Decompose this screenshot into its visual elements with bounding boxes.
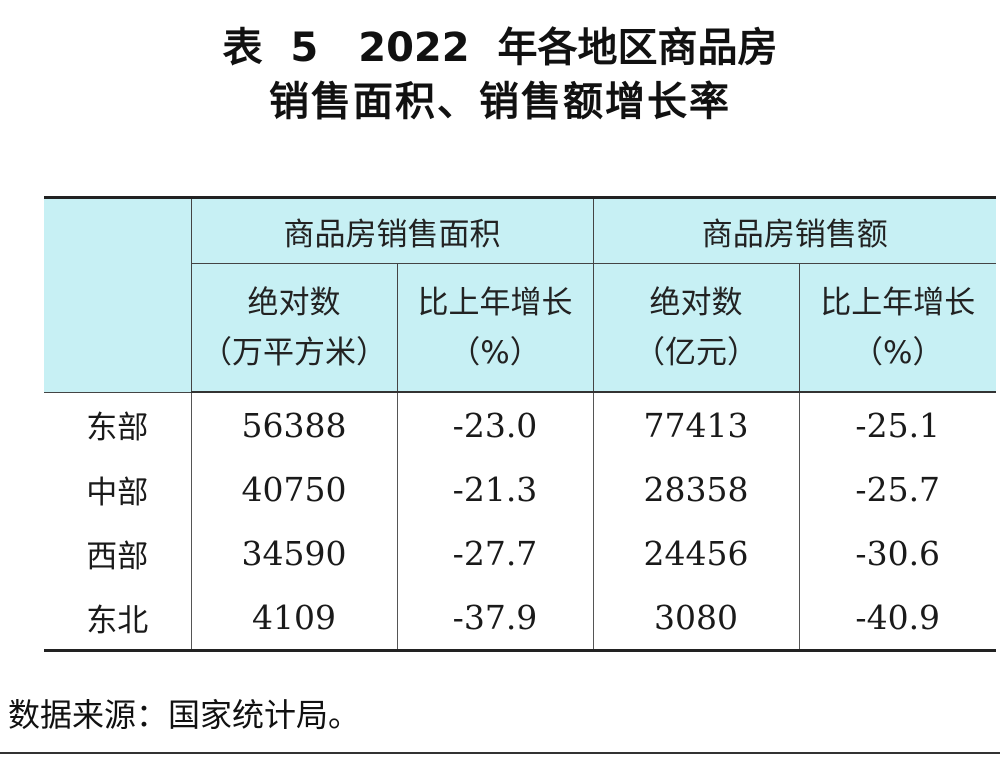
area-growth-cell: -37.9 <box>396 585 594 652</box>
sales-growth-cell: -25.7 <box>798 457 996 521</box>
header-label: 绝对数 <box>649 284 743 321</box>
sales-growth-cell: -30.6 <box>798 521 996 585</box>
area-cell: 34590 <box>190 521 398 585</box>
area-growth-cell: -21.3 <box>396 457 594 521</box>
header-unit: （万平方米） <box>201 334 387 371</box>
bottom-divider <box>0 752 1000 754</box>
sales-cell: 77413 <box>592 392 800 457</box>
header-unit: （%） <box>852 334 944 371</box>
header-label: 绝对数 <box>247 284 341 321</box>
table-row: 西部 34590 -27.7 24456 -30.6 <box>44 521 996 585</box>
table-row: 中部 40750 -21.3 28358 -25.7 <box>44 457 996 521</box>
header-label: 比上年增长 <box>820 284 976 321</box>
table-row: 东部 56388 -23.0 77413 -25.1 <box>44 392 996 457</box>
header-sales-growth: 比上年增长 （%） <box>798 263 996 393</box>
header-sales-absolute: 绝对数 （亿元） <box>592 263 800 393</box>
table-title-line-2: 销售面积、销售额增长率 <box>269 79 731 125</box>
header-label: 比上年增长 <box>417 284 573 321</box>
region-cell: 西部 <box>44 521 192 585</box>
header-sales-area: 商品房销售面积 <box>190 196 594 264</box>
area-cell: 56388 <box>190 392 398 457</box>
header-area-growth: 比上年增长 （%） <box>396 263 594 393</box>
header-area-absolute: 绝对数 （万平方米） <box>190 263 398 393</box>
header-corner-cell <box>44 196 192 393</box>
header-unit: （%） <box>449 334 541 371</box>
area-cell: 40750 <box>190 457 398 521</box>
sales-growth-cell: -25.1 <box>798 392 996 457</box>
sales-cell: 3080 <box>592 585 800 652</box>
header-sales-amount: 商品房销售额 <box>592 196 996 264</box>
table-row: 东北 4109 -37.9 3080 -40.9 <box>44 585 996 652</box>
sales-cell: 28358 <box>592 457 800 521</box>
region-sales-table: 商品房销售面积 商品房销售额 绝对数 （万平方米） 比上年增长 （%） 绝对数 … <box>44 196 996 652</box>
area-growth-cell: -27.7 <box>396 521 594 585</box>
area-cell: 4109 <box>190 585 398 652</box>
region-cell: 东北 <box>44 585 192 652</box>
region-cell: 东部 <box>44 392 192 457</box>
table-title-line-1: 表 5 2022 年各地区商品房 <box>222 25 778 71</box>
region-cell: 中部 <box>44 457 192 521</box>
data-source-note: 数据来源：国家统计局。 <box>8 696 361 734</box>
sales-growth-cell: -40.9 <box>798 585 996 652</box>
area-growth-cell: -23.0 <box>396 392 594 457</box>
sales-cell: 24456 <box>592 521 800 585</box>
header-unit: （亿元） <box>634 334 758 371</box>
